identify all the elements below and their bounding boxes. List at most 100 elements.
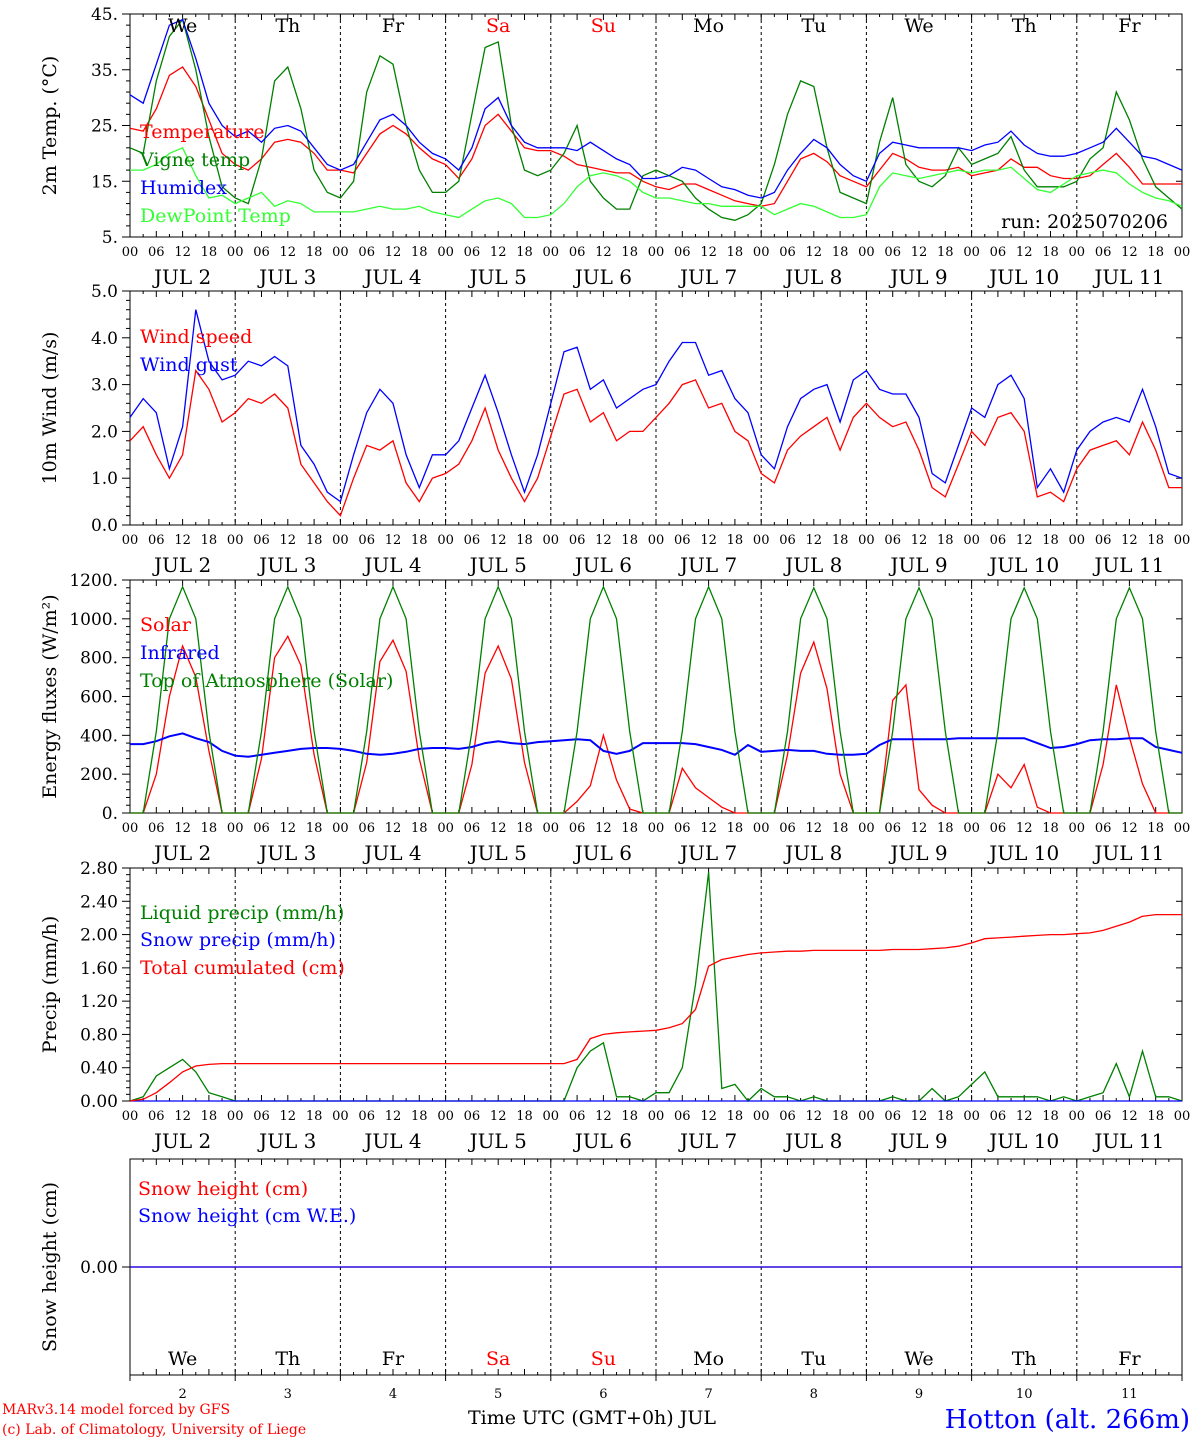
weekday-label: We [904, 1348, 933, 1370]
hour-label: 00 [227, 245, 244, 260]
y-axis-label: Precip (mm/h) [39, 916, 61, 1054]
hour-label: 00 [1069, 821, 1086, 836]
y-tick-label: 2.40 [80, 892, 118, 912]
hour-label: 00 [543, 245, 560, 260]
hour-label: 00 [963, 1109, 980, 1124]
hour-label: 00 [122, 245, 139, 260]
y-tick-label: 1.60 [80, 959, 118, 979]
hour-label: 00 [1174, 533, 1191, 548]
y-tick-label: 2.80 [80, 859, 118, 879]
hour-label: 18 [1147, 245, 1164, 260]
hour-label: 06 [990, 245, 1007, 260]
legend-entry: Temperature [140, 121, 264, 143]
hour-label: 06 [779, 245, 796, 260]
hour-label: 06 [464, 821, 481, 836]
y-tick-label: 0.0 [91, 516, 118, 536]
hour-label: 12 [280, 245, 297, 260]
date-label: JUL 6 [573, 841, 632, 865]
day-number-label: 7 [704, 1387, 712, 1402]
hour-label: 00 [963, 533, 980, 548]
hour-label: 00 [543, 821, 560, 836]
series-line [130, 146, 1183, 219]
hour-label: 18 [1042, 821, 1059, 836]
date-label: JUL 7 [678, 841, 737, 865]
hour-label: 18 [306, 533, 323, 548]
date-label: JUL 2 [152, 265, 211, 289]
hour-label: 12 [1121, 533, 1138, 548]
hour-label: 00 [543, 1109, 560, 1124]
y-tick-label: 2.00 [80, 926, 118, 946]
legend-entry: Solar [140, 614, 192, 636]
date-label: JUL 11 [1092, 841, 1164, 865]
date-label: JUL 8 [783, 553, 842, 577]
y-tick-label: 1200. [69, 571, 118, 591]
legend-entry: Humidex [140, 177, 227, 199]
hour-label: 00 [1069, 1109, 1086, 1124]
hour-label: 00 [543, 533, 560, 548]
hour-label: 12 [700, 1109, 717, 1124]
day-number-label: 9 [915, 1387, 923, 1402]
hour-label: 00 [437, 533, 454, 548]
hour-label: 06 [674, 533, 691, 548]
date-label: JUL 4 [362, 265, 421, 289]
hour-label: 18 [727, 533, 744, 548]
y-tick-label: 1.0 [91, 469, 118, 489]
hour-label: 12 [1121, 821, 1138, 836]
hour-label: 12 [806, 533, 823, 548]
hour-label: 06 [1095, 1109, 1112, 1124]
hour-label: 18 [937, 821, 954, 836]
hour-label: 12 [1016, 533, 1033, 548]
hour-label: 06 [990, 821, 1007, 836]
hour-label: 18 [937, 245, 954, 260]
hour-label: 12 [174, 533, 191, 548]
hour-label: 18 [306, 821, 323, 836]
hour-label: 00 [1174, 245, 1191, 260]
day-number-label: 5 [494, 1387, 502, 1402]
hour-label: 18 [201, 1109, 218, 1124]
hour-label: 00 [648, 245, 665, 260]
date-label: JUL 11 [1092, 1129, 1164, 1153]
date-label: JUL 10 [987, 553, 1059, 577]
series-line [129, 309, 1183, 503]
hour-label: 18 [306, 245, 323, 260]
hour-label: 00 [858, 1109, 875, 1124]
weekday-label: Th [275, 1348, 300, 1370]
weekday-label: We [168, 1348, 197, 1370]
series-line [130, 585, 1182, 814]
weekday-label: Su [591, 15, 616, 37]
hour-label: 18 [727, 245, 744, 260]
hour-label: 00 [437, 1109, 454, 1124]
hour-label: 06 [464, 533, 481, 548]
hour-label: 12 [385, 821, 402, 836]
hour-label: 06 [990, 1109, 1007, 1124]
date-label: JUL 3 [257, 841, 316, 865]
hour-label: 06 [1095, 821, 1112, 836]
series-line [129, 913, 1182, 1102]
series-line [129, 368, 1182, 517]
weekday-label: Th [1012, 15, 1037, 37]
panel-temp: 5. 15. 25. 35. 45. 2m Temp. (°C) Temperature Vi… [39, 5, 1190, 289]
hour-label: 00 [753, 821, 770, 836]
hour-label: 06 [674, 821, 691, 836]
hour-label: 00 [332, 533, 349, 548]
hour-label: 06 [990, 533, 1007, 548]
date-label: JUL 11 [1092, 553, 1164, 577]
date-label: JUL 10 [987, 265, 1059, 289]
date-label: JUL 5 [468, 1129, 527, 1153]
y-tick-label: 35. [91, 61, 118, 81]
y-axis-label: 2m Temp. (°C) [39, 56, 61, 196]
hour-label: 12 [1121, 245, 1138, 260]
hour-label: 06 [358, 821, 375, 836]
date-label: JUL 9 [888, 553, 947, 577]
hour-label: 12 [911, 245, 928, 260]
date-label: JUL 8 [783, 265, 842, 289]
hour-label: 00 [1174, 1109, 1191, 1124]
hour-label: 00 [437, 821, 454, 836]
hour-label: 00 [858, 821, 875, 836]
hour-label: 18 [411, 245, 428, 260]
weekday-label: Mo [693, 1348, 724, 1370]
credit-line-2: (c) Lab. of Climatology, University of L… [2, 1422, 306, 1438]
hour-label: 18 [306, 1109, 323, 1124]
hour-label: 18 [411, 533, 428, 548]
